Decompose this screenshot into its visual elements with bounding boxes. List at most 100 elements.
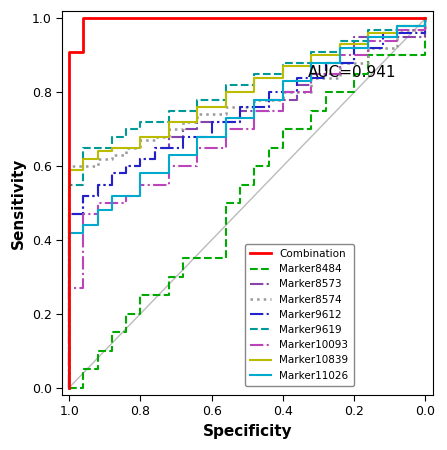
Marker8574 xyxy=(280,90,286,95)
Marker8484 xyxy=(123,329,129,335)
Combination xyxy=(95,16,101,21)
Marker9612 xyxy=(123,163,129,169)
Marker9619 xyxy=(81,182,86,187)
Marker10093 xyxy=(223,126,228,132)
Marker8573 xyxy=(166,134,172,140)
Marker10093 xyxy=(252,108,257,113)
Marker8574 xyxy=(337,60,342,66)
Marker8573 xyxy=(109,182,114,187)
Marker9612 xyxy=(95,193,101,198)
Marker8573 xyxy=(309,71,314,76)
Marker8484 xyxy=(280,126,286,132)
Marker10839 xyxy=(81,156,86,162)
Marker10839 xyxy=(67,167,72,172)
Marker11026 xyxy=(67,230,72,235)
Marker8484 xyxy=(67,385,72,390)
Marker10093 xyxy=(81,212,86,217)
Marker9612 xyxy=(95,182,101,187)
Marker11026 xyxy=(81,222,86,228)
Marker8573 xyxy=(95,193,101,198)
Combination xyxy=(81,49,86,54)
Marker11026 xyxy=(280,79,286,84)
Marker8484 xyxy=(266,145,271,150)
Marker8574 xyxy=(67,385,72,390)
Combination xyxy=(81,34,86,40)
Marker9619 xyxy=(195,97,200,103)
Marker9619 xyxy=(309,49,314,54)
X-axis label: Specificity: Specificity xyxy=(202,424,292,439)
Marker10093 xyxy=(81,285,86,291)
Marker9612 xyxy=(67,385,72,390)
Marker11026 xyxy=(252,97,257,103)
Marker9612 xyxy=(295,75,300,80)
Marker8574 xyxy=(394,27,400,32)
Marker10839 xyxy=(138,134,143,140)
Marker10093 xyxy=(394,27,400,32)
Marker10093 xyxy=(309,71,314,76)
Marker8574 xyxy=(309,75,314,80)
Marker8573 xyxy=(152,145,157,150)
Marker9619 xyxy=(166,108,172,113)
Marker8484 xyxy=(423,16,428,21)
Marker9612 xyxy=(181,134,186,140)
Marker8573 xyxy=(81,212,86,217)
Marker11026 xyxy=(223,116,228,121)
Marker11026 xyxy=(366,34,371,40)
Marker9619 xyxy=(252,71,257,76)
Marker9612 xyxy=(152,145,157,150)
Line: Marker9619: Marker9619 xyxy=(69,18,426,387)
Marker8484 xyxy=(237,182,243,187)
Line: Marker10839: Marker10839 xyxy=(69,18,426,387)
Marker8574 xyxy=(67,163,72,169)
Marker8573 xyxy=(423,16,428,21)
Marker9612 xyxy=(237,104,243,110)
Marker10093 xyxy=(67,385,72,390)
Line: Marker8484: Marker8484 xyxy=(69,18,426,387)
Marker8574 xyxy=(423,16,428,21)
Marker8574 xyxy=(138,138,143,143)
Marker8484 xyxy=(209,256,215,261)
Marker9619 xyxy=(67,385,72,390)
Marker8484 xyxy=(166,274,172,279)
Line: Marker8574: Marker8574 xyxy=(69,18,426,387)
Marker9612 xyxy=(138,156,143,162)
Marker9619 xyxy=(394,23,400,28)
Line: Marker10093: Marker10093 xyxy=(69,18,426,387)
Marker11026 xyxy=(67,385,72,390)
Marker10839 xyxy=(309,53,314,58)
Marker10839 xyxy=(280,64,286,69)
Marker10093 xyxy=(138,182,143,187)
Marker8484 xyxy=(138,311,143,316)
Marker10093 xyxy=(423,16,428,21)
Marker8484 xyxy=(323,90,329,95)
Combination xyxy=(109,16,114,21)
Marker11026 xyxy=(95,208,101,213)
Marker10839 xyxy=(366,31,371,36)
Marker9612 xyxy=(209,119,215,125)
Combination xyxy=(81,16,86,21)
Marker11026 xyxy=(109,193,114,198)
Marker10839 xyxy=(423,16,428,21)
Marker11026 xyxy=(138,171,143,176)
Marker10093 xyxy=(337,53,342,58)
Line: Marker9612: Marker9612 xyxy=(69,18,426,387)
Marker9612 xyxy=(380,31,385,36)
Marker10093 xyxy=(67,285,72,291)
Marker8484 xyxy=(152,292,157,298)
Marker9612 xyxy=(351,45,357,51)
Marker8574 xyxy=(123,145,129,150)
Marker8574 xyxy=(366,45,371,51)
Combination xyxy=(67,49,72,54)
Marker10093 xyxy=(109,200,114,206)
Combination xyxy=(67,385,72,390)
Marker10093 xyxy=(123,193,129,198)
Marker10093 xyxy=(95,200,101,206)
Marker10093 xyxy=(166,163,172,169)
Marker8484 xyxy=(95,366,101,372)
Marker9612 xyxy=(109,182,114,187)
Marker11026 xyxy=(423,16,428,21)
Marker9619 xyxy=(366,27,371,32)
Marker8573 xyxy=(138,156,143,162)
Marker8573 xyxy=(237,108,243,113)
Marker8484 xyxy=(109,348,114,353)
